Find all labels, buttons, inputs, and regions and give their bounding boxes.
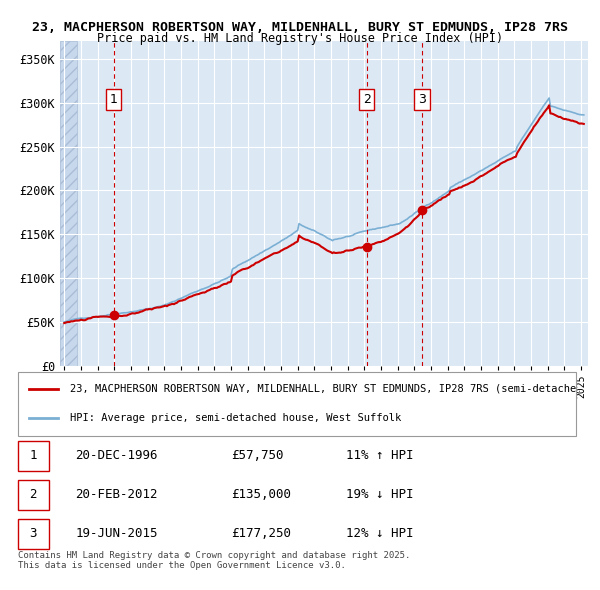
Text: Price paid vs. HM Land Registry's House Price Index (HPI): Price paid vs. HM Land Registry's House … (97, 32, 503, 45)
FancyBboxPatch shape (18, 519, 49, 549)
Text: 3: 3 (418, 93, 426, 106)
FancyBboxPatch shape (18, 372, 577, 436)
Text: 3: 3 (29, 527, 37, 540)
Text: £57,750: £57,750 (231, 449, 283, 462)
Bar (60, 41, 77, 366)
Text: 19% ↓ HPI: 19% ↓ HPI (346, 488, 413, 501)
Text: 20-FEB-2012: 20-FEB-2012 (76, 488, 158, 501)
Text: Contains HM Land Registry data © Crown copyright and database right 2025.
This d: Contains HM Land Registry data © Crown c… (18, 551, 410, 570)
Text: £135,000: £135,000 (231, 488, 291, 501)
Text: 1: 1 (29, 449, 37, 462)
Text: 23, MACPHERSON ROBERTSON WAY, MILDENHALL, BURY ST EDMUNDS, IP28 7RS (semi-detach: 23, MACPHERSON ROBERTSON WAY, MILDENHALL… (70, 384, 576, 394)
FancyBboxPatch shape (18, 441, 49, 471)
Text: 20-DEC-1996: 20-DEC-1996 (76, 449, 158, 462)
Text: 2: 2 (29, 488, 37, 501)
Text: 19-JUN-2015: 19-JUN-2015 (76, 527, 158, 540)
Text: HPI: Average price, semi-detached house, West Suffolk: HPI: Average price, semi-detached house,… (70, 414, 401, 423)
Text: 12% ↓ HPI: 12% ↓ HPI (346, 527, 413, 540)
Text: 2: 2 (362, 93, 371, 106)
FancyBboxPatch shape (18, 480, 49, 510)
Text: 11% ↑ HPI: 11% ↑ HPI (346, 449, 413, 462)
Text: 23, MACPHERSON ROBERTSON WAY, MILDENHALL, BURY ST EDMUNDS, IP28 7RS: 23, MACPHERSON ROBERTSON WAY, MILDENHALL… (32, 21, 568, 34)
Text: £177,250: £177,250 (231, 527, 291, 540)
Text: 1: 1 (110, 93, 118, 106)
